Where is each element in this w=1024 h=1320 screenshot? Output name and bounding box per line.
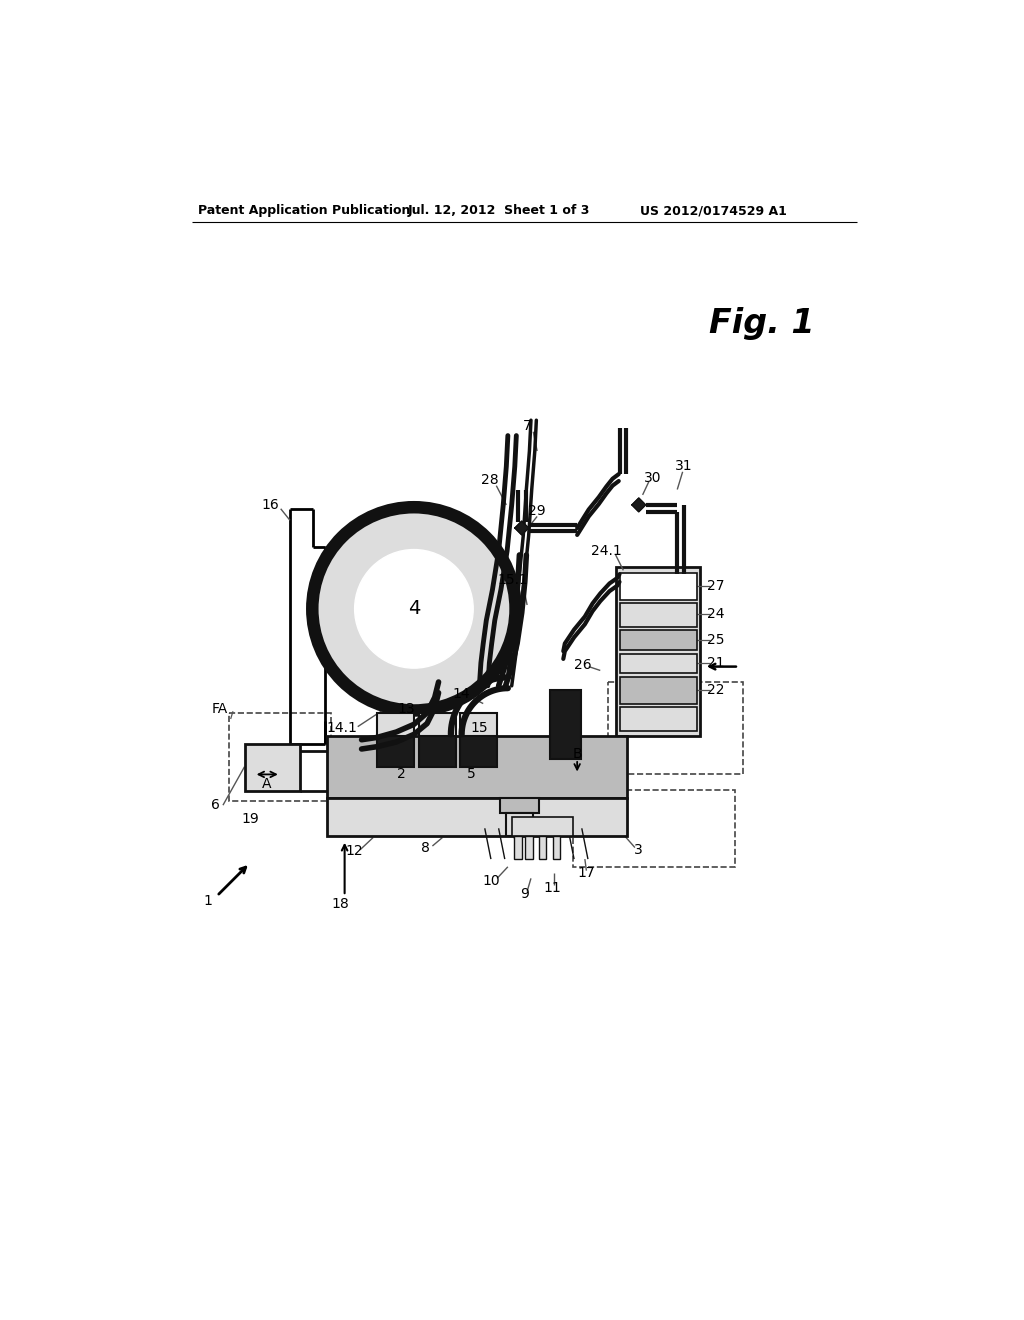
Text: B: B (572, 747, 582, 760)
Bar (419, 737, 456, 767)
Text: 8: 8 (421, 841, 430, 854)
Text: 24.1: 24.1 (591, 544, 622, 558)
Bar (327, 737, 628, 797)
Bar (620, 603, 696, 627)
Text: 28: 28 (481, 474, 499, 487)
Text: 9: 9 (520, 887, 529, 900)
Circle shape (354, 549, 473, 668)
Text: 15.1: 15.1 (498, 573, 528, 587)
Text: 13: 13 (397, 702, 415, 715)
Text: 30: 30 (644, 471, 662, 484)
Text: FA: FA (212, 702, 228, 715)
Text: 27: 27 (707, 578, 725, 593)
Text: 14.1: 14.1 (327, 721, 357, 735)
Text: 22: 22 (707, 682, 725, 697)
Text: A: A (262, 776, 271, 791)
Circle shape (312, 507, 515, 710)
Text: 16: 16 (262, 498, 280, 512)
Bar (553, 836, 560, 859)
Bar (514, 836, 521, 859)
Text: Patent Application Publication: Patent Application Publication (199, 205, 411, 218)
Bar (327, 797, 628, 836)
Bar (524, 836, 532, 859)
Text: 12: 12 (345, 845, 362, 858)
Text: 3: 3 (635, 843, 643, 857)
Bar (377, 713, 414, 738)
Bar (620, 631, 696, 649)
Text: US 2012/0174529 A1: US 2012/0174529 A1 (640, 205, 787, 218)
Text: 26: 26 (573, 659, 592, 672)
Text: 17: 17 (578, 866, 595, 880)
Bar (377, 737, 414, 767)
Polygon shape (632, 498, 646, 512)
Polygon shape (515, 521, 528, 535)
Text: 21: 21 (707, 656, 725, 669)
Text: 19: 19 (241, 812, 259, 826)
Bar (620, 708, 696, 730)
Bar (245, 743, 300, 792)
Bar (419, 713, 456, 738)
Text: 6: 6 (211, 799, 220, 812)
Bar (460, 737, 497, 767)
Bar (620, 677, 696, 704)
Text: 7: 7 (522, 420, 531, 433)
Text: 2: 2 (397, 767, 406, 781)
Bar (620, 653, 696, 673)
Text: 14: 14 (453, 686, 470, 701)
Bar (229, 713, 331, 801)
Bar (608, 682, 742, 775)
Bar (512, 817, 573, 836)
Text: 1: 1 (203, 895, 212, 908)
Text: 29: 29 (527, 504, 545, 517)
Text: 10: 10 (482, 874, 500, 887)
Text: 25: 25 (707, 632, 725, 647)
Bar (573, 789, 735, 867)
Bar (460, 713, 497, 738)
Text: 4: 4 (408, 599, 420, 618)
Bar (620, 573, 696, 599)
Bar (550, 689, 581, 759)
Bar (539, 836, 547, 859)
Bar (500, 797, 539, 813)
Text: 24: 24 (707, 607, 725, 622)
Text: 5: 5 (467, 767, 476, 781)
Text: 18: 18 (331, 896, 349, 911)
Text: 15: 15 (471, 721, 488, 735)
Text: Jul. 12, 2012  Sheet 1 of 3: Jul. 12, 2012 Sheet 1 of 3 (408, 205, 590, 218)
Text: 31: 31 (675, 459, 692, 474)
Text: 11: 11 (544, 882, 561, 895)
Bar (615, 566, 700, 737)
Bar (506, 813, 534, 836)
Text: Fig. 1: Fig. 1 (710, 308, 815, 341)
